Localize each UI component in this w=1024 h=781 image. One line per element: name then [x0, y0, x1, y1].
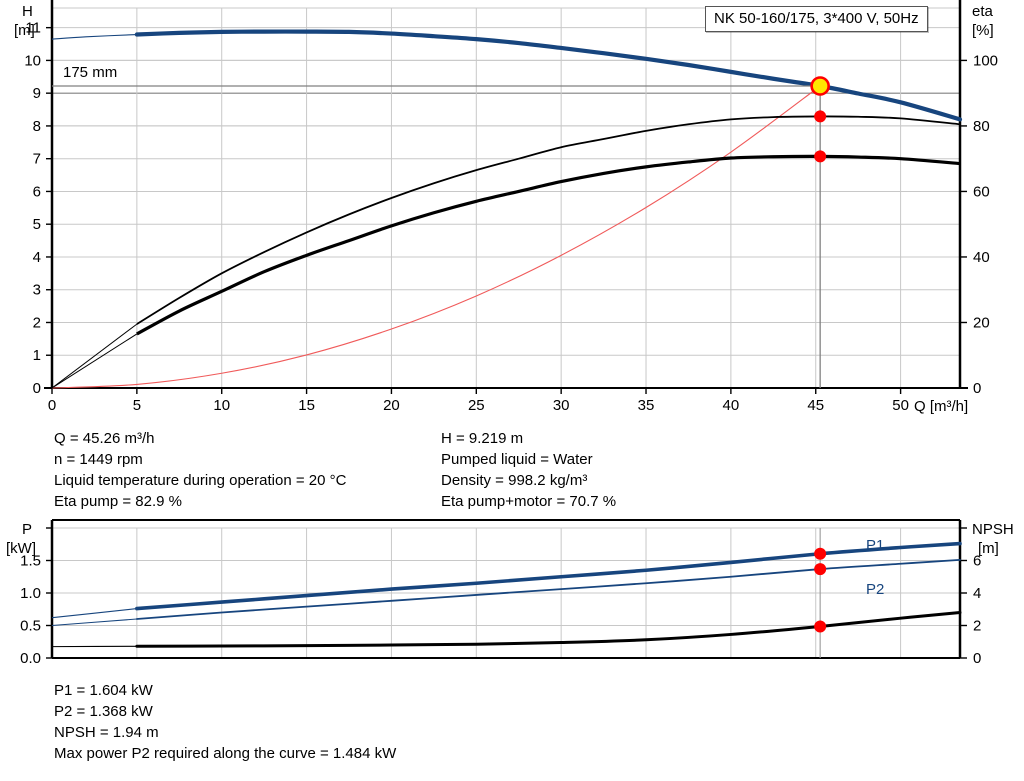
x-tick-label: 50 — [892, 397, 909, 414]
y-left-tick-label: 4 — [33, 249, 41, 266]
duty-left-line: n = 1449 rpm — [54, 451, 143, 468]
y-left-tick-label: 1.0 — [20, 585, 41, 602]
top-gridlines — [46, 7, 967, 394]
eta-pump-duty-marker — [814, 110, 827, 123]
y-left-tick-label: 0 — [33, 380, 41, 397]
eta-pump-motor-duty-marker — [814, 150, 827, 163]
head-curve — [134, 29, 963, 122]
power-result-line: Max power P2 required along the curve = … — [54, 745, 397, 762]
power-result-line: P2 = 1.368 kW — [54, 703, 153, 720]
npsh-curve — [135, 611, 962, 648]
power-result-text: P1 = 1.604 kW P2 = 1.368 kW NPSH = 1.94 m M… — [54, 680, 396, 764]
x-tick-label: 0 — [48, 397, 56, 414]
y-left-tick-label: 2 — [33, 314, 41, 331]
power-result-line: NPSH = 1.94 m — [54, 724, 159, 741]
p2-curve — [135, 558, 961, 620]
duty-point-marker[interactable] — [810, 76, 830, 96]
duty-point-text-left: Q = 45.26 m³/h n = 1449 rpm Liquid tempera… — [54, 428, 346, 512]
y-left-tick-label: 5 — [33, 216, 41, 233]
y-left-tick-label: 11 — [25, 20, 41, 37]
x-tick-label: 20 — [383, 397, 400, 414]
pump-title-box: NK 50-160/175, 3*400 V, 50Hz — [705, 6, 928, 32]
top-y-left-axis-unit: [m] — [14, 22, 35, 39]
y-right-tick-label: 4 — [973, 585, 981, 602]
x-tick-label: 40 — [723, 397, 740, 414]
eta-pump-lead-in — [51, 323, 138, 389]
duty-point-text-right: H = 9.219 m Pumped liquid = Water Density … — [441, 428, 616, 512]
p2-curve-thin-segment — [51, 618, 137, 627]
y-left-tick-label: 8 — [33, 118, 41, 135]
duty-left-line: Q = 45.26 m³/h — [54, 430, 155, 447]
top-x-axis-label: Q [m³/h] — [914, 398, 969, 415]
x-tick-label: 30 — [553, 397, 570, 414]
impeller-diameter-label: 175 mm — [63, 64, 118, 81]
duty-right-line: Density = 998.2 kg/m³ — [441, 472, 588, 489]
x-tick-label: 45 — [807, 397, 824, 414]
top-y-right-axis-unit: [%] — [972, 22, 994, 39]
y-left-tick-label: 7 — [33, 151, 41, 168]
y-right-tick-label: 20 — [973, 314, 990, 331]
x-tick-label: 10 — [213, 397, 230, 414]
eta-pump-motor-curve — [136, 154, 961, 336]
duty-left-line: Liquid temperature during operation = 20… — [54, 472, 347, 489]
y-left-tick-label: 10 — [24, 52, 41, 69]
y-left-tick-label: 3 — [33, 282, 41, 299]
y-left-tick-label: 9 — [33, 85, 41, 102]
duty-right-line: Pumped liquid = Water — [441, 451, 593, 468]
y-left-tick-label: 1.5 — [20, 553, 41, 570]
duty-left-line: Eta pump = 82.9 % — [54, 493, 182, 510]
y-right-tick-label: 80 — [973, 118, 990, 135]
y-right-tick-label: 6 — [973, 553, 981, 570]
head-efficiency-chart: 0 1 2 3 4 5 6 7 8 9 10 11 0 5 10 15 20 25 30 35 40 45 50 0 20 40 6… — [24, 0, 998, 414]
x-tick-label: 5 — [133, 397, 141, 414]
y-left-tick-label: 6 — [33, 183, 41, 200]
bottom-y-right-axis-name: NPSH — [972, 521, 1014, 538]
y-right-tick-label: 2 — [973, 618, 981, 635]
y-right-tick-label: 40 — [973, 249, 990, 266]
top-y-left-axis-name: H — [22, 3, 33, 20]
p2-duty-marker — [814, 563, 827, 576]
head-curve-thin-segment — [51, 33, 137, 40]
y-right-tick-label: 60 — [973, 183, 990, 200]
p1-curve-thin-segment — [51, 608, 137, 619]
p1-curve — [135, 541, 962, 611]
power-chart-canvas: 0.0 0.5 1.0 1.5 0 2 4 6 — [20, 519, 981, 667]
y-right-tick-label: 0 — [973, 380, 981, 397]
y-right-tick-label: 0 — [973, 650, 981, 667]
bottom-y-left-axis-name: P — [22, 521, 33, 538]
y-left-tick-label: 0.0 — [20, 650, 41, 667]
legend-label-p1: P1 — [866, 537, 885, 554]
system-curve — [51, 85, 821, 389]
x-tick-label: 35 — [638, 397, 655, 414]
y-right-tick-label: 100 — [973, 52, 998, 69]
npsh-duty-marker — [814, 620, 827, 633]
bottom-y-left-axis-unit: [kW] — [6, 540, 36, 557]
eta-pump-motor-lead-in — [51, 333, 138, 389]
duty-right-line: Eta pump+motor = 70.7 % — [441, 493, 617, 510]
y-left-tick-label: 0.5 — [20, 618, 41, 635]
x-tick-label: 15 — [298, 397, 315, 414]
top-y-right-axis-name: eta — [972, 3, 993, 20]
duty-right-line: H = 9.219 m — [441, 430, 524, 447]
legend-label-p2: P2 — [866, 581, 885, 598]
p1-duty-marker — [814, 547, 827, 560]
power-result-line: P1 = 1.604 kW — [54, 682, 153, 699]
x-tick-label: 25 — [468, 397, 485, 414]
bottom-y-right-axis-unit: [m] — [978, 540, 999, 557]
y-left-tick-label: 1 — [33, 347, 41, 364]
power-npsh-chart: 0.0 0.5 1.0 1.5 0 2 4 6 — [0, 518, 1024, 678]
eta-pump-curve — [136, 115, 961, 325]
